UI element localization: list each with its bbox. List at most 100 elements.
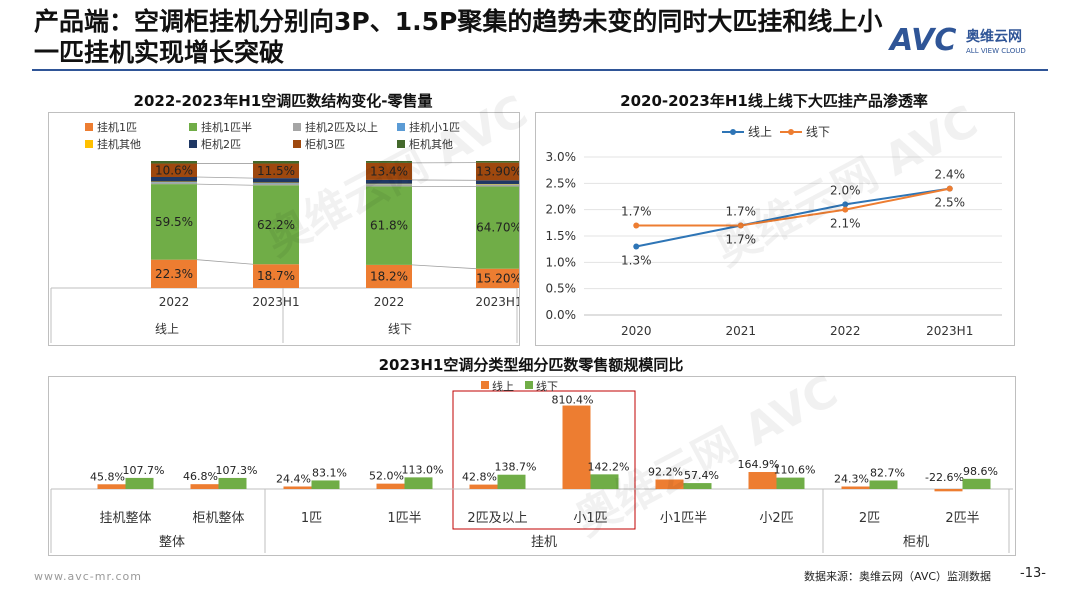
bar-segment	[253, 182, 299, 184]
connector-line	[411, 264, 477, 270]
data-label: 810.4%	[552, 394, 594, 407]
group-label: 柜机	[903, 535, 929, 550]
x-tick-label: 小2匹	[759, 511, 793, 526]
bar	[841, 486, 870, 489]
bar	[97, 484, 126, 489]
x-tick-label: 2022	[830, 324, 861, 338]
bar-segment	[476, 162, 522, 181]
y-tick-label: 2.0%	[546, 203, 577, 217]
data-label: 83.1%	[312, 466, 347, 479]
data-label: 2.5%	[935, 196, 966, 210]
bar-segment	[366, 184, 412, 185]
connector-line	[196, 259, 254, 265]
x-tick-label: 2023H1	[475, 295, 519, 309]
data-point	[842, 201, 849, 208]
bar-segment	[366, 186, 412, 265]
data-label: 164.9%	[738, 458, 780, 471]
bar	[776, 477, 805, 489]
data-label: 142.2%	[588, 460, 630, 473]
x-tick-label: 小1匹半	[660, 511, 707, 526]
connector-line	[196, 176, 254, 179]
legend-label: 挂机小1匹	[409, 120, 460, 134]
bar-segment	[476, 161, 522, 163]
bar-segment	[151, 163, 197, 178]
penetration-chart-panel: 0.0% 0.5% 1.0% 1.5% 2.0% 2.5% 3.0% 2020 2021 2022…	[535, 112, 1015, 346]
title-divider	[32, 69, 1048, 71]
bar	[125, 477, 154, 489]
legend-swatch	[293, 140, 301, 148]
bar-segment	[151, 181, 197, 183]
structure-chart-title: 2022-2023年H1空调匹数结构变化-零售量	[133, 92, 433, 110]
data-label: -22.6%	[925, 471, 964, 484]
x-tick-label: 2匹及以上	[467, 511, 527, 526]
data-point	[946, 185, 953, 192]
bar	[311, 480, 340, 489]
bar-segment	[151, 182, 197, 185]
bar-segment	[253, 163, 299, 179]
legend-label: 柜机2匹	[201, 137, 241, 151]
bar-segment	[366, 161, 412, 163]
data-label: 24.4%	[276, 472, 311, 485]
x-tick-label: 2023H1	[926, 324, 973, 338]
legend-label: 挂机2匹及以上	[305, 120, 378, 134]
bar	[962, 478, 991, 489]
bar	[562, 405, 591, 489]
bar-segment	[253, 161, 299, 164]
bar-segment	[151, 259, 197, 288]
x-tick-label: 小1匹	[573, 511, 607, 526]
x-tick-label: 2021	[725, 324, 756, 338]
y-tick-label: 1.0%	[546, 255, 577, 269]
growth-chart-panel: 线上 线下 45.8% 107.7% 挂机整体 46.8% 107.3% 柜机整体 24.4% 8…	[48, 376, 1016, 556]
data-label: 11.5%	[257, 164, 295, 178]
bar	[748, 472, 777, 489]
bar-segment	[253, 264, 299, 288]
legend-swatch	[85, 123, 93, 131]
data-label: 113.0%	[402, 463, 444, 476]
data-label: 64.70%	[476, 221, 519, 235]
legend-swatch	[85, 140, 93, 148]
data-label: 59.5%	[155, 215, 193, 229]
legend-label: 线上	[492, 379, 514, 393]
group-label: 线下	[388, 322, 412, 336]
highlight-box	[452, 390, 636, 530]
legend-swatch	[525, 381, 533, 389]
data-label: 22.3%	[155, 267, 193, 281]
data-label: 107.7%	[123, 464, 165, 477]
data-label: 10.6%	[155, 163, 193, 177]
legend-label: 线下	[806, 125, 830, 139]
avc-logo: AVC 奥维云网 ALL VIEW CLOUD	[888, 23, 1026, 58]
data-point	[633, 222, 640, 229]
series-line	[636, 187, 950, 248]
connector-line	[196, 183, 254, 186]
legend-marker	[730, 129, 736, 135]
legend-label: 挂机1匹	[97, 120, 137, 134]
data-label: 107.3%	[216, 464, 258, 477]
data-label: 45.8%	[90, 470, 125, 483]
legend-label: 线上	[748, 125, 772, 139]
y-tick-label: 0.5%	[546, 282, 577, 296]
legend-label: 挂机其他	[97, 137, 141, 151]
data-label: 138.7%	[495, 461, 537, 474]
data-label: 13.90%	[476, 164, 519, 178]
growth-chart-title: 2023H1空调分类型细分匹数零售额规模同比	[378, 356, 684, 374]
penetration-chart: 0.0% 0.5% 1.0% 1.5% 2.0% 2.5% 3.0% 2020 2021 2022…	[546, 125, 1002, 338]
bar-segment	[476, 180, 522, 184]
legend-swatch	[397, 140, 405, 148]
y-tick-label: 3.0%	[546, 150, 577, 164]
data-label: 18.2%	[370, 269, 408, 283]
x-tick-label: 1匹半	[387, 511, 421, 526]
data-label: 13.4%	[370, 164, 408, 178]
bar	[190, 484, 219, 489]
legend-marker	[788, 129, 794, 135]
bar-segment	[151, 161, 197, 164]
group-label: 挂机	[531, 535, 557, 550]
bar-segment	[253, 178, 299, 183]
structure-chart-panel: 挂机1匹 挂机1匹半 挂机2匹及以上 挂机小1匹 挂机其他 柜机2匹 柜机3匹 柜机其他 22.…	[48, 112, 523, 346]
bar	[497, 474, 526, 489]
x-tick-label: 1匹	[301, 511, 322, 526]
bar-segment	[151, 184, 197, 260]
data-label: 24.3%	[834, 472, 869, 485]
y-tick-label: 2.5%	[546, 176, 577, 190]
footer-source: 数据来源：奥维云网（AVC）监测数据	[804, 570, 992, 583]
